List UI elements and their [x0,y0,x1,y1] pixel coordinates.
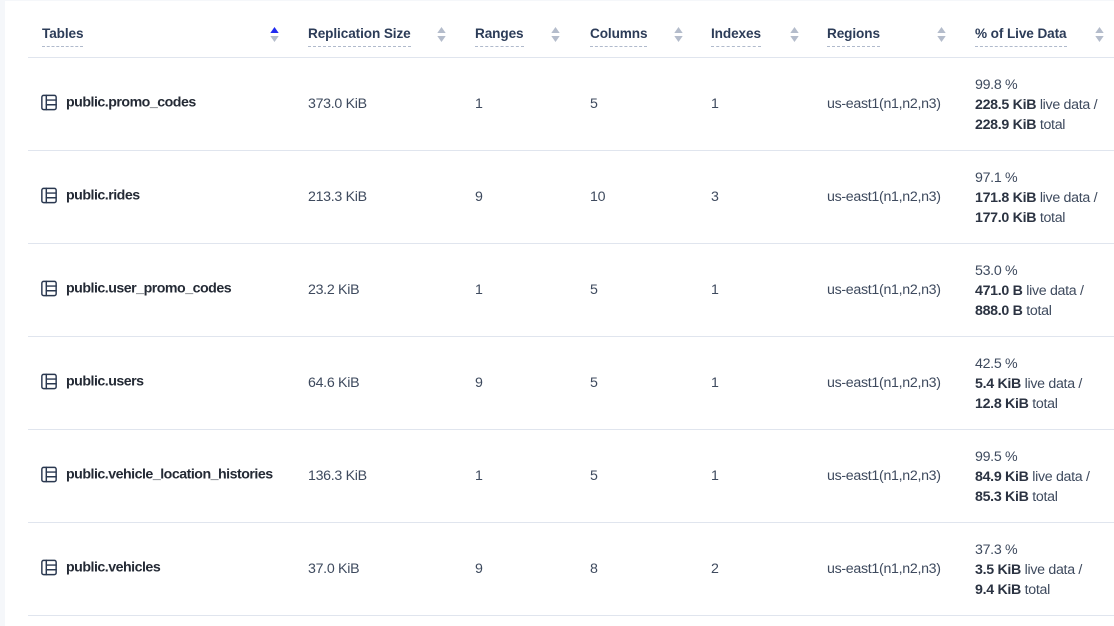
regions-cell: us-east1(n1,n2,n3) [827,375,941,391]
tables-panel: Tables Replication Size Ranges Columns [5,1,1114,626]
total-data-size: 177.0 KiB total [975,210,1066,226]
indexes-cell: 1 [711,375,719,391]
indexes-cell: 1 [711,282,719,298]
regions-cell: us-east1(n1,n2,n3) [827,96,941,112]
table-name-link[interactable]: public.users [66,373,144,390]
column-header-label[interactable]: Replication Size [308,26,411,47]
live-data-percent: 37.3 % [975,542,1018,558]
table-icon [41,94,57,111]
replication-size-cell: 373.0 KiB [308,96,367,112]
table-name-cell: public.promo_codes [41,57,196,149]
regions-cell: us-east1(n1,n2,n3) [827,561,941,577]
replication-size-cell: 37.0 KiB [308,561,360,577]
total-data-size: 85.3 KiB total [975,489,1058,505]
regions-cell: us-east1(n1,n2,n3) [827,189,941,205]
ranges-cell: 9 [475,189,483,205]
table-name-link[interactable]: public.rides [66,187,140,204]
live-data-percent: 97.1 % [975,170,1018,186]
table-icon [41,466,57,483]
table-name-link[interactable]: public.vehicle_location_histories [66,466,273,483]
table-row[interactable]: public.users 64.6 KiB 9 5 1 us-east1(n1,… [28,337,1114,430]
table-name-cell: public.users [41,336,144,428]
live-data-size: 5.4 KiB live data / [975,376,1083,392]
columns-cell: 5 [590,96,598,112]
live-data-percent: 42.5 % [975,356,1018,372]
column-header-label[interactable]: Columns [590,26,648,47]
ranges-cell: 1 [475,282,483,298]
column-header-label[interactable]: Indexes [711,26,761,47]
ranges-cell: 9 [475,561,483,577]
ranges-cell: 1 [475,468,483,484]
live-data-cell: 53.0 % 471.0 B live data / 888.0 B total [975,244,1084,336]
table-name-cell: public.rides [41,150,140,242]
table-icon [41,373,57,390]
sort-arrows-icon[interactable] [936,27,946,42]
table-name-link[interactable]: public.vehicles [66,559,161,576]
columns-cell: 8 [590,561,598,577]
sort-arrows-icon[interactable] [550,27,560,42]
replication-size-cell: 23.2 KiB [308,282,360,298]
live-data-size: 84.9 KiB live data / [975,469,1090,485]
sort-arrows-icon[interactable] [673,27,683,42]
sort-arrows-icon[interactable] [436,27,446,42]
live-data-size: 171.8 KiB live data / [975,190,1098,206]
live-data-percent: 53.0 % [975,263,1018,279]
replication-size-cell: 64.6 KiB [308,375,360,391]
total-data-size: 888.0 B total [975,303,1052,319]
regions-cell: us-east1(n1,n2,n3) [827,282,941,298]
table-row[interactable]: public.vehicle_location_histories 136.3 … [28,430,1114,523]
table-name-link[interactable]: public.promo_codes [66,94,196,111]
table-icon [41,559,57,576]
table-header-row: Tables Replication Size Ranges Columns [28,1,1114,58]
total-data-size: 9.4 KiB total [975,582,1050,598]
total-data-size: 228.9 KiB total [975,117,1066,133]
indexes-cell: 1 [711,96,719,112]
live-data-percent: 99.8 % [975,77,1018,93]
table-row[interactable]: public.vehicles 37.0 KiB 9 8 2 us-east1(… [28,523,1114,616]
live-data-size: 3.5 KiB live data / [975,562,1083,578]
column-header-label[interactable]: Regions [827,26,880,47]
table-row[interactable]: public.user_promo_codes 23.2 KiB 1 5 1 u… [28,244,1114,337]
live-data-cell: 97.1 % 171.8 KiB live data / 177.0 KiB t… [975,151,1098,243]
table-name-cell: public.user_promo_codes [41,243,232,335]
replication-size-cell: 136.3 KiB [308,468,367,484]
sort-arrows-icon[interactable] [1094,27,1104,42]
columns-cell: 5 [590,375,598,391]
live-data-size: 471.0 B live data / [975,283,1084,299]
table-name-link[interactable]: public.user_promo_codes [66,280,232,297]
sort-arrows-icon[interactable] [269,27,279,42]
indexes-cell: 3 [711,189,719,205]
live-data-cell: 42.5 % 5.4 KiB live data / 12.8 KiB tota… [975,337,1082,429]
replication-size-cell: 213.3 KiB [308,189,367,205]
live-data-size: 228.5 KiB live data / [975,97,1098,113]
live-data-cell: 99.5 % 84.9 KiB live data / 85.3 KiB tot… [975,430,1090,522]
table-icon [41,187,57,204]
total-data-size: 12.8 KiB total [975,396,1058,412]
table-body: public.promo_codes 373.0 KiB 1 5 1 us-ea… [5,58,1114,616]
table-icon [41,280,57,297]
columns-cell: 5 [590,282,598,298]
ranges-cell: 9 [475,375,483,391]
indexes-cell: 1 [711,468,719,484]
table-row[interactable]: public.rides 213.3 KiB 9 10 3 us-east1(n… [28,151,1114,244]
columns-cell: 5 [590,468,598,484]
columns-cell: 10 [590,189,606,205]
table-name-cell: public.vehicle_location_histories [41,429,273,521]
column-header-label[interactable]: % of Live Data [975,26,1067,47]
table-row[interactable]: public.promo_codes 373.0 KiB 1 5 1 us-ea… [28,58,1114,151]
regions-cell: us-east1(n1,n2,n3) [827,468,941,484]
ranges-cell: 1 [475,96,483,112]
column-header-label[interactable]: Ranges [475,26,524,47]
sort-arrows-icon[interactable] [789,27,799,42]
table-name-cell: public.vehicles [41,522,161,614]
indexes-cell: 2 [711,561,719,577]
live-data-percent: 99.5 % [975,449,1018,465]
live-data-cell: 37.3 % 3.5 KiB live data / 9.4 KiB total [975,523,1082,615]
live-data-cell: 99.8 % 228.5 KiB live data / 228.9 KiB t… [975,58,1098,150]
column-header-label[interactable]: Tables [42,26,84,47]
